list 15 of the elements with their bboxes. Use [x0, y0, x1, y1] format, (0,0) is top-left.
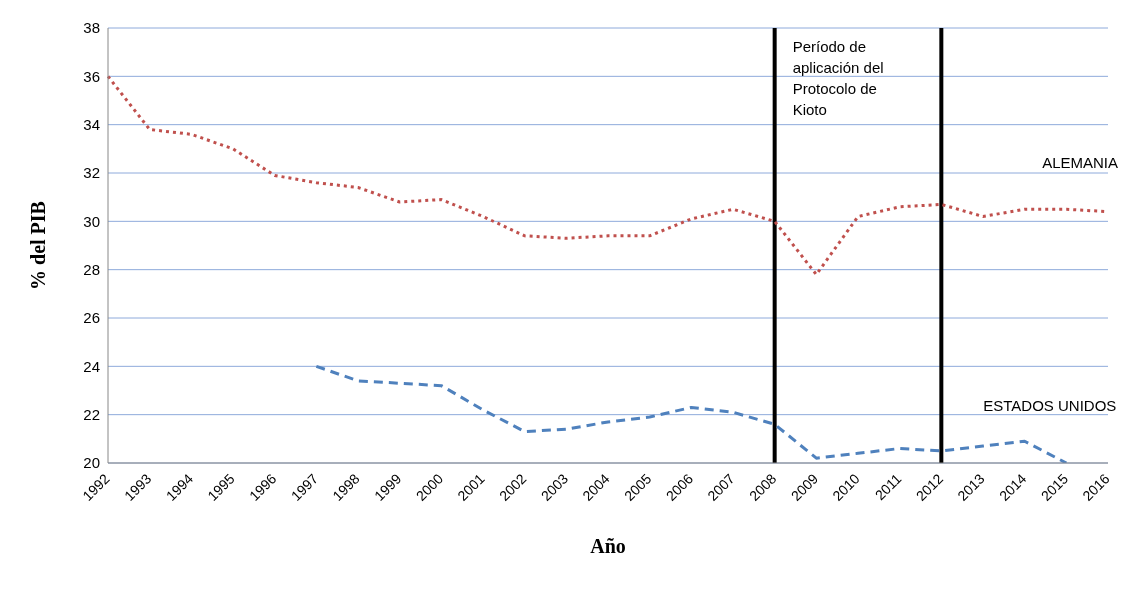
y-tick-label: 38 — [83, 19, 100, 37]
y-tick-label: 34 — [83, 115, 100, 133]
y-tick-label: 22 — [83, 405, 100, 423]
y-tick-label: 30 — [83, 212, 100, 230]
annotation: Período de aplicación del Protocolo de Kioto — [792, 38, 884, 118]
y-tick-label: 36 — [83, 67, 100, 85]
y-tick-label: 26 — [83, 309, 100, 327]
y-tick-label: 32 — [83, 164, 100, 182]
y-tick-label: 24 — [83, 357, 100, 375]
y-tick-label: 28 — [83, 260, 100, 278]
text: ALEMANIA — [1042, 153, 1118, 171]
x-axis-title: Año — [590, 535, 626, 557]
text: ESTADOS UNIDOS — [983, 397, 1117, 414]
y-axis-title: % del PIB — [27, 201, 50, 290]
y-tick-label: 20 — [83, 454, 100, 472]
